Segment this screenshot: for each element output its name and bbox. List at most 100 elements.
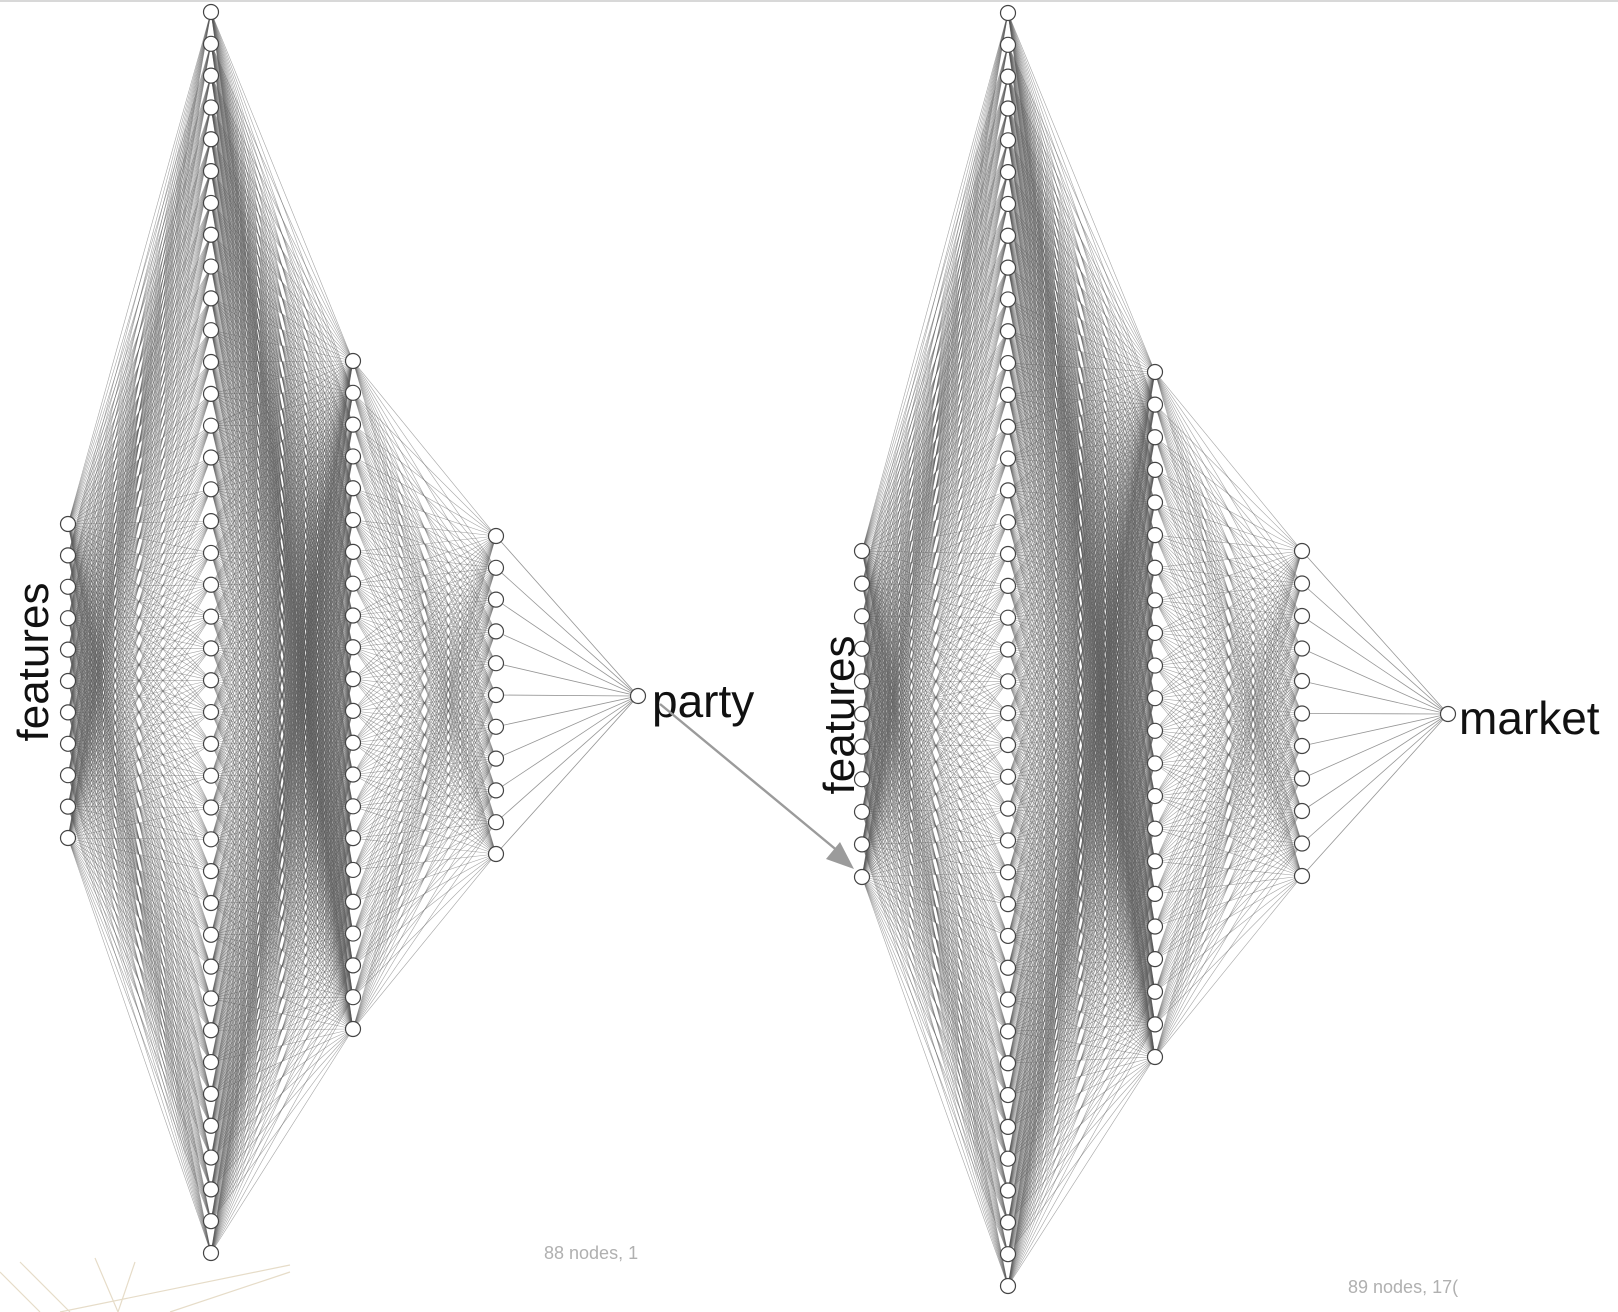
node-party-layer2-7 bbox=[344, 575, 362, 592]
edge-market-l1-27-0 bbox=[1007, 371, 1156, 873]
node-party-layer2-13 bbox=[344, 766, 362, 783]
node-party-layer1-29 bbox=[202, 926, 220, 943]
edge-market-l1-23-10 bbox=[1007, 697, 1156, 746]
edge-market-l1-40-5 bbox=[1007, 535, 1156, 1287]
edge-party-l1-27-0 bbox=[210, 360, 354, 872]
edge-market-l0-2-22 bbox=[861, 615, 1009, 714]
edge-party-l0-10-12 bbox=[67, 393, 212, 839]
edge-market-l0-7-23 bbox=[861, 744, 1009, 780]
edge-party-l0-10-28 bbox=[67, 837, 212, 904]
edge-market-l1-15-7 bbox=[1007, 490, 1156, 601]
edge-market-l0-6-28 bbox=[861, 746, 1009, 905]
node-market-layer1-30 bbox=[999, 959, 1017, 976]
edge-market-l0-7-25 bbox=[861, 778, 1009, 809]
node-market-layer2-21 bbox=[1146, 1048, 1164, 1066]
edge-market-l0-10-35 bbox=[861, 876, 1009, 1128]
node-market-layer2-19 bbox=[1146, 983, 1164, 1000]
edge-market-l2-16-0 bbox=[1154, 550, 1303, 895]
edge-market-l0-10-3 bbox=[861, 108, 1009, 878]
node-party-layer3-2 bbox=[487, 591, 505, 608]
edge-market-l1-34-21 bbox=[1007, 1056, 1156, 1096]
edge-market-l0-8-28 bbox=[861, 811, 1009, 905]
edge-party-l0-10-36 bbox=[67, 837, 212, 1158]
node-party-layer1-28 bbox=[202, 894, 220, 912]
node-party-layer1-11 bbox=[202, 353, 220, 371]
edge-market-l1-16-0 bbox=[1007, 371, 1156, 523]
edge-market-l1-25-13 bbox=[1007, 795, 1156, 809]
node-market-layer2-10 bbox=[1146, 690, 1164, 707]
edge-market-l1-25-14 bbox=[1007, 808, 1156, 829]
edge-party-l1-9-0 bbox=[210, 298, 354, 362]
output-label-market: market bbox=[1459, 692, 1600, 744]
node-party-layer0-8 bbox=[59, 767, 77, 784]
edge-market-l0-10-32 bbox=[861, 876, 1009, 1032]
edge-party-l0-10-17 bbox=[67, 552, 212, 839]
edge-market-l0-6-24 bbox=[861, 746, 1009, 778]
edge-party-l1-39-3 bbox=[210, 456, 354, 1254]
stats-caption-party: 88 nodes, 1 bbox=[544, 1243, 638, 1263]
edge-market-l1-12-6 bbox=[1007, 394, 1156, 568]
edge-market-l1-15-3 bbox=[1007, 469, 1156, 491]
edge-market-l0-9-30 bbox=[861, 844, 1009, 968]
edge-market-l1-19-6 bbox=[1007, 567, 1156, 618]
edge-market-l0-10-22 bbox=[861, 712, 1009, 878]
edge-market-l0-7-24 bbox=[861, 776, 1009, 780]
edge-party-l1-39-2 bbox=[210, 424, 354, 1254]
edge-party-l0-6-0 bbox=[67, 11, 212, 713]
top-border bbox=[0, 0, 1618, 2]
edge-market-l0-5-24 bbox=[861, 713, 1009, 778]
edge-market-l2-21-0 bbox=[1154, 550, 1303, 1058]
edge-party-l1-8-0 bbox=[210, 266, 354, 362]
edge-market-l0-10-20 bbox=[861, 649, 1009, 878]
edge-market-l1-6-0 bbox=[1007, 203, 1156, 373]
edge-market-l0-10-21 bbox=[861, 681, 1009, 878]
node-market-layer1-15 bbox=[999, 482, 1017, 499]
edge-party-l2-11-0 bbox=[352, 535, 497, 712]
node-party-layer1-34 bbox=[202, 1085, 220, 1102]
edge-market-l1-15-0 bbox=[1007, 371, 1156, 491]
edge-market-l1-28-21 bbox=[1007, 903, 1156, 1058]
edge-party-l0-10-13 bbox=[67, 425, 212, 839]
edge-market-l1-22-13 bbox=[1007, 712, 1156, 797]
edge-market-l0-7-29 bbox=[861, 778, 1009, 937]
node-party-layer0-1 bbox=[59, 547, 77, 564]
edge-market-l1-18-7 bbox=[1007, 585, 1156, 601]
node-market-layer1-10 bbox=[999, 323, 1017, 340]
edge-market-l0-0-20 bbox=[861, 550, 1009, 650]
edge-market-l1-23-17 bbox=[1007, 744, 1156, 927]
node-party-layer1-3 bbox=[202, 99, 220, 116]
node-market-layer2-8 bbox=[1146, 624, 1164, 642]
edge-market-l0-10-19 bbox=[861, 617, 1009, 878]
edge-party-l2-6-0 bbox=[352, 535, 497, 553]
edge-market-l1-14-3 bbox=[1007, 458, 1156, 471]
node-market-layer3-3 bbox=[1293, 640, 1311, 657]
edge-market-l1-15-4 bbox=[1007, 490, 1156, 503]
edge-party-l0-10-14 bbox=[67, 457, 212, 839]
edge-market-l1-8-2 bbox=[1007, 267, 1156, 438]
edge-market-l0-10-2 bbox=[861, 76, 1009, 878]
node-market-layer2-18 bbox=[1146, 951, 1164, 968]
edge-market-l1-40-21 bbox=[1007, 1056, 1156, 1287]
edge-market-l1-15-2 bbox=[1007, 436, 1156, 491]
edge-market-l2-15-0 bbox=[1154, 550, 1303, 862]
edge-party-l0-10-23 bbox=[67, 743, 212, 839]
edge-party-l2-20-0 bbox=[352, 535, 497, 998]
edge-market-l1-2-0 bbox=[1007, 76, 1156, 373]
node-market-layer1-27 bbox=[999, 864, 1017, 881]
edge-party-l1-10-0 bbox=[210, 329, 354, 362]
edge-market-l1-23-16 bbox=[1007, 744, 1156, 895]
node-party-layer4-0 bbox=[629, 687, 647, 705]
edge-market-l1-40-18 bbox=[1007, 959, 1156, 1287]
network-market: features market 89 nodes, 17( bbox=[815, 4, 1600, 1297]
edge-market-l1-28-20 bbox=[1007, 903, 1156, 1025]
node-party-layer1-5 bbox=[202, 163, 220, 180]
node-party-layer3-9 bbox=[487, 814, 505, 831]
edge-party-l0-8-0 bbox=[67, 11, 212, 776]
node-party-layer1-16 bbox=[202, 513, 220, 530]
node-party-layer1-20 bbox=[202, 640, 220, 657]
node-market-layer3-7 bbox=[1293, 770, 1311, 787]
edge-party-l0-10-22 bbox=[67, 711, 212, 839]
edge-party-l0-10-0 bbox=[67, 11, 212, 839]
node-market-layer1-33 bbox=[999, 1055, 1017, 1072]
edge-market-l1-24-11 bbox=[1007, 730, 1156, 778]
